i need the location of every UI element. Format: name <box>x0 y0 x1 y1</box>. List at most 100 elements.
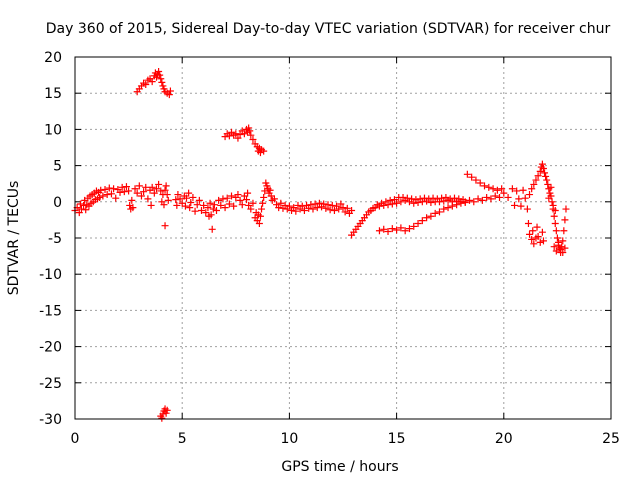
data-point <box>444 204 452 212</box>
data-point <box>550 243 558 251</box>
data-point <box>110 185 118 193</box>
x-tick-label: 0 <box>71 431 80 447</box>
data-point <box>158 78 166 86</box>
data-point <box>133 189 141 197</box>
y-tick-label: 15 <box>44 86 62 102</box>
data-point <box>152 185 160 193</box>
data-point <box>137 192 145 200</box>
data-point <box>191 207 199 215</box>
data-point <box>493 186 501 194</box>
data-point <box>559 248 567 256</box>
data-point <box>511 201 519 209</box>
data-point <box>397 224 405 232</box>
data-point <box>386 196 394 204</box>
data-point <box>148 78 156 86</box>
data-point <box>532 176 540 184</box>
plot-frame <box>74 56 612 420</box>
y-tick-label: 10 <box>44 122 62 138</box>
data-point <box>77 205 85 213</box>
data-point <box>161 222 169 230</box>
data-point <box>266 186 274 194</box>
data-point <box>249 199 257 207</box>
data-point <box>513 187 521 195</box>
data-point <box>528 235 536 243</box>
data-point <box>247 131 255 139</box>
data-point <box>536 238 544 246</box>
chart-title: Day 360 of 2015, Sidereal Day-to-day VTE… <box>46 21 611 37</box>
data-point <box>470 198 478 206</box>
data-point <box>249 136 257 144</box>
y-tick-label: -5 <box>48 231 62 247</box>
data-point <box>118 183 126 191</box>
data-point <box>548 198 556 206</box>
data-point <box>524 220 532 228</box>
data-point <box>258 205 266 213</box>
data-point <box>260 147 268 155</box>
data-point <box>238 201 246 209</box>
data-point <box>552 247 560 255</box>
data-point <box>468 173 476 181</box>
data-point <box>300 206 308 214</box>
data-point <box>131 185 139 193</box>
data-point <box>547 183 555 191</box>
y-tick-label: 20 <box>44 50 62 66</box>
data-point <box>414 199 422 207</box>
data-point <box>307 201 315 209</box>
data-point <box>530 240 538 248</box>
data-point <box>330 206 338 214</box>
data-point <box>292 207 300 215</box>
data-point <box>197 206 205 214</box>
data-point <box>160 201 168 209</box>
data-point <box>240 130 248 138</box>
data-point <box>414 220 422 228</box>
data-point <box>380 225 388 233</box>
data-point <box>341 208 349 216</box>
data-point <box>348 206 356 214</box>
data-point <box>162 182 170 190</box>
data-point <box>99 192 107 200</box>
data-point <box>155 180 163 188</box>
data-point <box>215 196 223 204</box>
y-tick-label: -15 <box>39 303 62 319</box>
data-point <box>326 206 334 214</box>
data-point <box>234 191 242 199</box>
data-point <box>551 206 559 214</box>
data-point <box>207 211 215 219</box>
data-point <box>515 195 523 203</box>
data-point <box>517 202 525 210</box>
data-point <box>112 194 120 202</box>
data-point <box>481 182 489 190</box>
data-point <box>236 130 244 138</box>
data-point <box>478 196 486 204</box>
data-point <box>164 196 172 204</box>
data-point <box>158 414 166 422</box>
data-point <box>561 244 569 252</box>
data-point <box>538 228 546 236</box>
data-point <box>225 132 233 140</box>
y-axis-label: SDTVAR / TECUs <box>6 181 22 296</box>
data-point <box>534 172 542 180</box>
data-point <box>148 183 156 191</box>
data-point <box>181 202 189 210</box>
data-point <box>75 209 83 217</box>
data-point <box>476 179 484 187</box>
data-point <box>343 204 351 212</box>
data-point <box>523 205 531 213</box>
y-tick-label: -10 <box>39 267 62 283</box>
data-point <box>236 196 244 204</box>
data-point <box>245 201 253 209</box>
data-point <box>234 134 242 142</box>
data-point <box>107 190 115 198</box>
data-point <box>210 201 218 209</box>
data-point <box>463 170 471 178</box>
data-point <box>195 196 203 204</box>
data-point <box>388 225 396 233</box>
data-point <box>375 227 383 235</box>
x-axis-label: GPS time / hours <box>281 459 398 475</box>
data-point <box>221 204 229 212</box>
data-point <box>200 201 208 209</box>
data-point <box>384 201 392 209</box>
data-point <box>427 212 435 220</box>
data-point <box>281 201 289 209</box>
